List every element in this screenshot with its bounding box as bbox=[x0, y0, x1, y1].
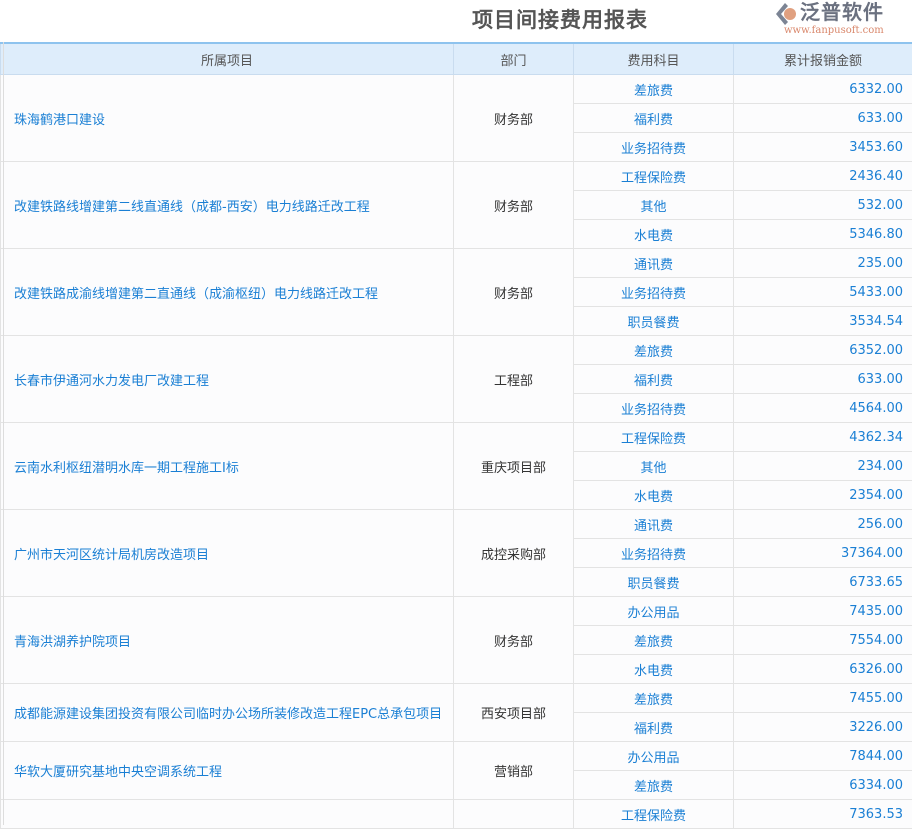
amount-link[interactable]: 5433.00 bbox=[734, 278, 912, 307]
column-header-department[interactable]: 部门 bbox=[454, 43, 574, 75]
amount-link[interactable]: 7844.00 bbox=[734, 742, 912, 771]
amount-link[interactable]: 256.00 bbox=[734, 510, 912, 539]
amount-link[interactable]: 633.00 bbox=[734, 365, 912, 394]
department-cell: 成控采购部 bbox=[454, 510, 574, 597]
amount-link[interactable]: 3534.54 bbox=[734, 307, 912, 336]
watermark-brand: 泛普软件 bbox=[800, 0, 884, 24]
expense-item-link[interactable]: 水电费 bbox=[574, 655, 734, 684]
amount-link[interactable]: 3226.00 bbox=[734, 713, 912, 742]
amount-link[interactable]: 234.00 bbox=[734, 452, 912, 481]
amount-link[interactable]: 6326.00 bbox=[734, 655, 912, 684]
expense-item-link[interactable]: 福利费 bbox=[574, 365, 734, 394]
department-cell: 财务部 bbox=[454, 597, 574, 684]
amount-link[interactable]: 235.00 bbox=[734, 249, 912, 278]
amount-link[interactable]: 6733.65 bbox=[734, 568, 912, 597]
expense-item-link[interactable]: 水电费 bbox=[574, 481, 734, 510]
project-name-link[interactable] bbox=[1, 800, 454, 829]
expense-item-link[interactable]: 其他 bbox=[574, 191, 734, 220]
expense-item-link[interactable]: 工程保险费 bbox=[574, 423, 734, 452]
expense-item-link[interactable]: 职员餐费 bbox=[574, 568, 734, 597]
expense-item-link[interactable]: 业务招待费 bbox=[574, 133, 734, 162]
amount-link[interactable]: 7363.53 bbox=[734, 800, 912, 829]
expense-item-link[interactable]: 差旅费 bbox=[574, 336, 734, 365]
expense-item-link[interactable]: 工程保险费 bbox=[574, 162, 734, 191]
amount-link[interactable]: 7554.00 bbox=[734, 626, 912, 655]
left-divider bbox=[3, 42, 4, 825]
expense-item-link[interactable]: 其他 bbox=[574, 452, 734, 481]
department-cell: 工程部 bbox=[454, 336, 574, 423]
project-name-link[interactable]: 华软大厦研究基地中央空调系统工程 bbox=[1, 742, 454, 800]
expense-item-link[interactable]: 办公用品 bbox=[574, 597, 734, 626]
amount-link[interactable]: 7435.00 bbox=[734, 597, 912, 626]
expense-item-link[interactable]: 职员餐费 bbox=[574, 307, 734, 336]
amount-link[interactable]: 633.00 bbox=[734, 104, 912, 133]
column-header-expense-item[interactable]: 费用科目 bbox=[574, 43, 734, 75]
project-name-link[interactable]: 广州市天河区统计局机房改造项目 bbox=[1, 510, 454, 597]
expense-item-link[interactable]: 福利费 bbox=[574, 713, 734, 742]
amount-link[interactable]: 6352.00 bbox=[734, 336, 912, 365]
column-header-project[interactable]: 所属项目 bbox=[1, 43, 454, 75]
project-name-link[interactable]: 青海洪湖养护院项目 bbox=[1, 597, 454, 684]
expense-item-link[interactable]: 差旅费 bbox=[574, 75, 734, 104]
table-header: 所属项目 部门 费用科目 累计报销金额 bbox=[1, 43, 912, 75]
amount-link[interactable]: 2436.40 bbox=[734, 162, 912, 191]
project-name-link[interactable]: 成都能源建设集团投资有限公司临时办公场所装修改造工程EPC总承包项目 bbox=[1, 684, 454, 742]
amount-link[interactable]: 7455.00 bbox=[734, 684, 912, 713]
amount-link[interactable]: 532.00 bbox=[734, 191, 912, 220]
amount-link[interactable]: 4564.00 bbox=[734, 394, 912, 423]
expense-item-link[interactable]: 通讯费 bbox=[574, 510, 734, 539]
department-cell: 营销部 bbox=[454, 742, 574, 800]
expense-item-link[interactable]: 业务招待费 bbox=[574, 539, 734, 568]
expense-item-link[interactable]: 差旅费 bbox=[574, 626, 734, 655]
department-cell bbox=[454, 800, 574, 829]
project-name-link[interactable]: 长春市伊通河水力发电厂改建工程 bbox=[1, 336, 454, 423]
table-row: 成都能源建设集团投资有限公司临时办公场所装修改造工程EPC总承包项目西安项目部差… bbox=[1, 684, 912, 713]
department-cell: 财务部 bbox=[454, 75, 574, 162]
amount-link[interactable]: 2354.00 bbox=[734, 481, 912, 510]
department-cell: 财务部 bbox=[454, 249, 574, 336]
watermark-logo: 泛普软件 www.fanpusoft.com bbox=[770, 0, 912, 40]
expense-item-link[interactable]: 通讯费 bbox=[574, 249, 734, 278]
department-cell: 西安项目部 bbox=[454, 684, 574, 742]
amount-link[interactable]: 4362.34 bbox=[734, 423, 912, 452]
amount-link[interactable]: 6332.00 bbox=[734, 75, 912, 104]
project-name-link[interactable]: 珠海鹤港口建设 bbox=[1, 75, 454, 162]
amount-link[interactable]: 5346.80 bbox=[734, 220, 912, 249]
expense-item-link[interactable]: 工程保险费 bbox=[574, 800, 734, 829]
project-name-link[interactable]: 改建铁路线增建第二线直通线（成都-西安）电力线路迁改工程 bbox=[1, 162, 454, 249]
expense-item-link[interactable]: 业务招待费 bbox=[574, 278, 734, 307]
expense-item-link[interactable]: 差旅费 bbox=[574, 771, 734, 800]
expense-item-link[interactable]: 业务招待费 bbox=[574, 394, 734, 423]
expense-item-link[interactable]: 福利费 bbox=[574, 104, 734, 133]
department-cell: 重庆项目部 bbox=[454, 423, 574, 510]
project-name-link[interactable]: 改建铁路成渝线增建第二直通线（成渝枢纽）电力线路迁改工程 bbox=[1, 249, 454, 336]
expense-item-link[interactable]: 水电费 bbox=[574, 220, 734, 249]
expense-item-link[interactable]: 办公用品 bbox=[574, 742, 734, 771]
project-name-link[interactable]: 云南水利枢纽潜明水库一期工程施工I标 bbox=[1, 423, 454, 510]
amount-link[interactable]: 3453.60 bbox=[734, 133, 912, 162]
logo-icon bbox=[772, 0, 798, 26]
department-cell: 财务部 bbox=[454, 162, 574, 249]
watermark-url: www.fanpusoft.com bbox=[784, 25, 884, 37]
amount-link[interactable]: 6334.00 bbox=[734, 771, 912, 800]
column-header-amount[interactable]: 累计报销金额 bbox=[734, 43, 912, 75]
amount-link[interactable]: 37364.00 bbox=[734, 539, 912, 568]
expense-item-link[interactable]: 差旅费 bbox=[574, 684, 734, 713]
